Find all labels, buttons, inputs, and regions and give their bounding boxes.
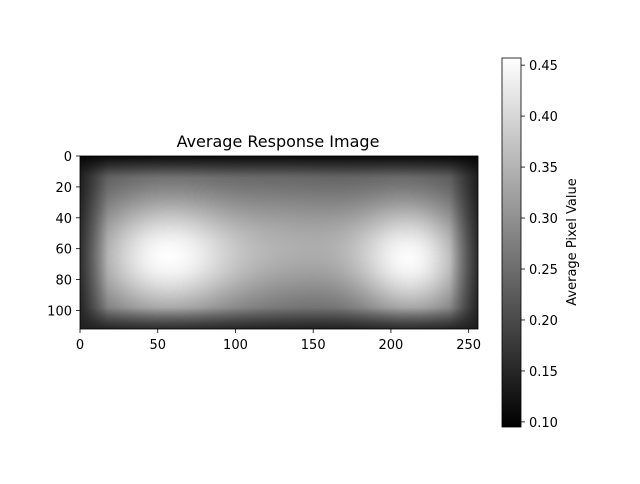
x-tick-label: 0 [76, 338, 84, 353]
x-axis: 0 50 100 150 200 250 [76, 329, 481, 353]
chart-title: Average Response Image [177, 132, 380, 151]
x-tick-label: 100 [223, 338, 248, 353]
x-tick-label: 200 [379, 338, 404, 353]
x-tick-label: 250 [456, 338, 481, 353]
colorbar-tick-label: 0.20 [529, 314, 558, 329]
heatmap-frame [79, 155, 479, 330]
colorbar-tick-label: 0.10 [529, 416, 558, 431]
colorbar-tick-label: 0.40 [529, 110, 558, 125]
y-tick-label: 20 [55, 181, 72, 196]
colorbar-tick-label: 0.35 [529, 161, 558, 176]
x-tick-label: 150 [301, 338, 326, 353]
colorbar-axis: 0.10 0.15 0.20 0.25 0.30 0.35 0.40 0.45 [521, 59, 558, 431]
x-tick-label: 50 [149, 338, 166, 353]
colorbar-tick-label: 0.25 [529, 263, 558, 278]
colorbar [501, 57, 522, 428]
colorbar-label: Average Pixel Value [565, 178, 580, 305]
colorbar-tick-label: 0.15 [529, 365, 558, 380]
y-axis: 0 20 40 60 80 100 [47, 150, 80, 319]
y-tick-label: 40 [55, 212, 72, 227]
colorbar-tick-label: 0.45 [529, 59, 558, 74]
y-tick-label: 80 [55, 274, 72, 289]
heatmap-canvas [80, 156, 478, 329]
colorbar-tick-label: 0.30 [529, 212, 558, 227]
y-tick-label: 0 [64, 150, 72, 165]
y-tick-label: 100 [47, 304, 72, 319]
y-tick-label: 60 [55, 243, 72, 258]
